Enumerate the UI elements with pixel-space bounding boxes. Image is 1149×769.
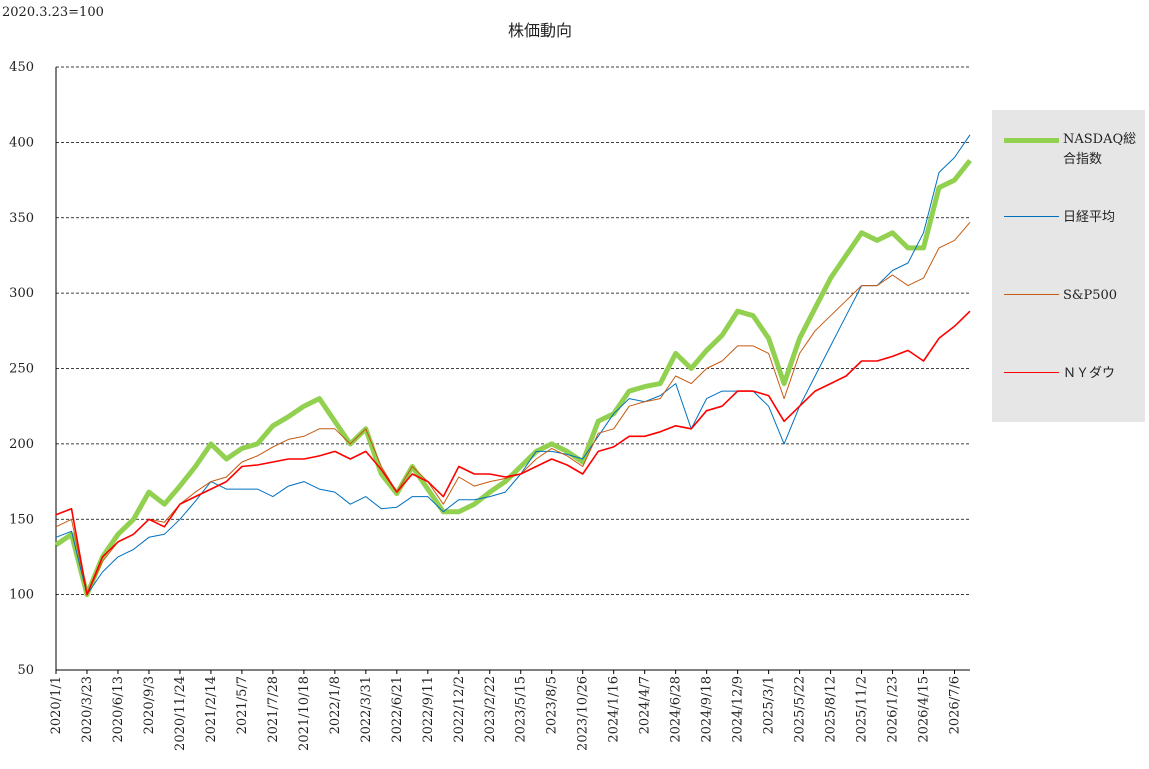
y-tick-label: 350 bbox=[9, 211, 34, 226]
x-tick-label: 2024/6/28 bbox=[669, 676, 684, 743]
legend: NASDAQ総合指数日経平均 S&P500 ＮＹダウ bbox=[992, 110, 1145, 422]
chart-title: 株価動向 bbox=[508, 21, 572, 40]
x-tick-label: 2026/7/6 bbox=[948, 676, 963, 734]
legend-label: 日経平均 bbox=[1063, 210, 1116, 225]
x-tick-label: 2020/9/3 bbox=[142, 676, 157, 734]
x-tick-label: 2023/5/15 bbox=[514, 676, 529, 743]
legend-label: NASDAQ総合指数 bbox=[1063, 132, 1137, 167]
y-tick-label: 100 bbox=[9, 588, 34, 603]
series-line bbox=[54, 158, 972, 598]
chart-subtitle: 2020.3.23=100 bbox=[2, 5, 104, 20]
x-tick-label: 2020/3/23 bbox=[80, 676, 95, 743]
x-tick-label: 2023/10/26 bbox=[576, 676, 591, 751]
x-tick-label: 2022/6/21 bbox=[390, 676, 405, 743]
x-tick-label: 2025/11/2 bbox=[855, 676, 870, 743]
x-tick-label: 2021/2/14 bbox=[204, 676, 219, 743]
x-tick-label: 2022/9/11 bbox=[421, 676, 436, 743]
y-tick-label: 50 bbox=[17, 663, 34, 678]
x-tick-label: 2026/1/23 bbox=[886, 676, 901, 743]
x-tick-label: 2024/4/7 bbox=[638, 676, 653, 734]
x-tick-label: 2025/8/12 bbox=[824, 676, 839, 743]
x-tick-label: 2023/8/5 bbox=[545, 676, 560, 734]
x-tick-label: 2024/1/16 bbox=[607, 676, 622, 743]
legend-item: NASDAQ総合指数 bbox=[1004, 130, 1143, 170]
y-tick-label: 200 bbox=[9, 437, 34, 452]
y-tick-label: 300 bbox=[9, 286, 34, 301]
x-tick-label: 2024/9/18 bbox=[700, 676, 715, 743]
legend-swatch bbox=[1004, 216, 1059, 217]
legend-label: S&P500 bbox=[1063, 288, 1118, 303]
x-tick-label: 2025/3/1 bbox=[762, 676, 777, 734]
series-line bbox=[55, 310, 971, 596]
y-tick-label: 150 bbox=[9, 512, 34, 527]
legend-label: ＮＹダウ bbox=[1063, 366, 1116, 381]
legend-swatch bbox=[1004, 294, 1059, 295]
series-line bbox=[55, 134, 971, 596]
x-tick-label: 2021/10/18 bbox=[297, 676, 312, 751]
x-tick-label: 2020/6/13 bbox=[111, 676, 126, 743]
legend-swatch bbox=[1004, 372, 1059, 373]
x-tick-label: 2026/4/15 bbox=[917, 676, 932, 743]
x-tick-label: 2021/5/7 bbox=[235, 676, 250, 734]
x-tick-label: 2022/3/31 bbox=[359, 676, 374, 743]
legend-item: 日経平均 bbox=[1004, 208, 1143, 228]
x-tick-label: 2022/1/8 bbox=[328, 676, 343, 734]
x-tick-label: 2022/12/2 bbox=[452, 676, 467, 743]
y-tick-label: 450 bbox=[9, 60, 34, 75]
legend-item: ＮＹダウ bbox=[1004, 364, 1143, 384]
y-tick-label: 400 bbox=[9, 135, 34, 150]
x-tick-label: 2020/1/1 bbox=[49, 676, 64, 734]
y-tick-label: 250 bbox=[9, 362, 34, 377]
x-tick-label: 2023/2/22 bbox=[483, 676, 498, 743]
legend-swatch bbox=[1004, 138, 1059, 143]
x-tick-label: 2021/7/28 bbox=[266, 676, 281, 743]
x-tick-label: 2020/11/24 bbox=[173, 676, 188, 751]
legend-item: S&P500 bbox=[1004, 286, 1143, 306]
x-tick-label: 2025/5/22 bbox=[793, 676, 808, 743]
x-tick-label: 2024/12/9 bbox=[731, 676, 746, 743]
